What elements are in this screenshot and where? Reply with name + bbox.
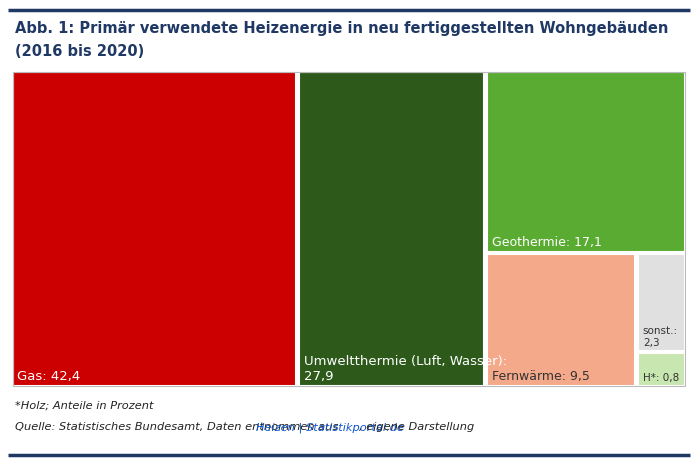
- Text: Umweltthermie (Luft, Wasser):
27,9: Umweltthermie (Luft, Wasser): 27,9: [304, 355, 507, 383]
- Text: Gas: 42,4: Gas: 42,4: [17, 370, 81, 383]
- Text: *Holz; Anteile in Prozent: *Holz; Anteile in Prozent: [15, 401, 154, 411]
- Text: Fernwärme: 9,5: Fernwärme: 9,5: [492, 370, 590, 383]
- Bar: [638, 254, 685, 351]
- Bar: [13, 72, 685, 386]
- Bar: [299, 72, 484, 386]
- Bar: [638, 353, 685, 386]
- Bar: [487, 72, 685, 252]
- Text: Quelle: Statistisches Bundesamt, Daten entnommen aus: Quelle: Statistisches Bundesamt, Daten e…: [15, 422, 342, 432]
- Text: Heizen | Statistikportal.de: Heizen | Statistikportal.de: [256, 422, 404, 433]
- Text: sonst.:
2,3: sonst.: 2,3: [643, 326, 678, 348]
- Text: , eigene Darstellung: , eigene Darstellung: [359, 422, 475, 432]
- Bar: [487, 254, 635, 386]
- Text: Abb. 1: Primär verwendete Heizenergie in neu fertiggestellten Wohngebäuden: Abb. 1: Primär verwendete Heizenergie in…: [15, 21, 669, 36]
- Text: (2016 bis 2020): (2016 bis 2020): [15, 44, 144, 59]
- Text: H*: 0,8: H*: 0,8: [643, 372, 679, 383]
- Text: Geothermie: 17,1: Geothermie: 17,1: [492, 236, 602, 249]
- Bar: [13, 72, 297, 386]
